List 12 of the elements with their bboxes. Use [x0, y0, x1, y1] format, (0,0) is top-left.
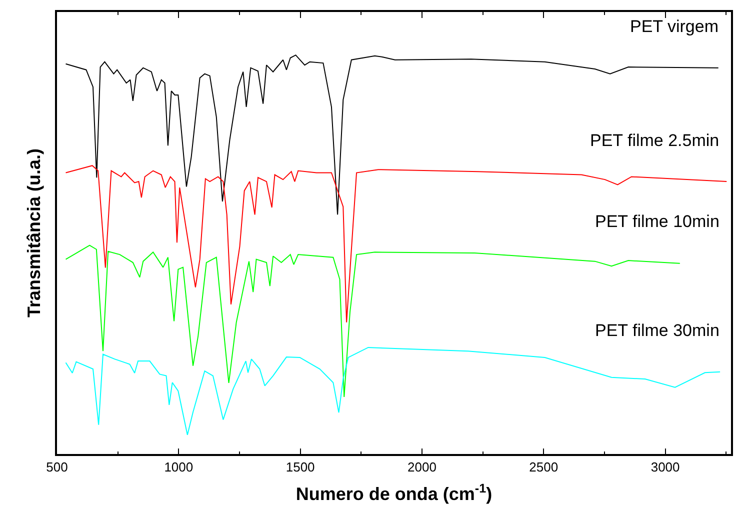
y-axis-title: Transmitância (u.a.)	[24, 148, 44, 318]
x-tick-label: 2000	[408, 459, 436, 474]
series-label: PET filme 10min	[595, 212, 720, 231]
legend-label: PET virgem	[630, 17, 718, 36]
x-tick-label: 2500	[529, 459, 558, 474]
x-tick-label: 500	[46, 459, 68, 474]
x-tick-label: 3000	[650, 459, 680, 474]
series-label: PET filme 2.5min	[590, 131, 720, 150]
x-tick-label: 1000	[164, 459, 194, 474]
x-axis-title: Numero de onda (cm$^{-1}$)	[296, 481, 492, 504]
series-label: PET filme 30min	[595, 321, 720, 340]
x-tick-label: 1500	[286, 459, 315, 474]
